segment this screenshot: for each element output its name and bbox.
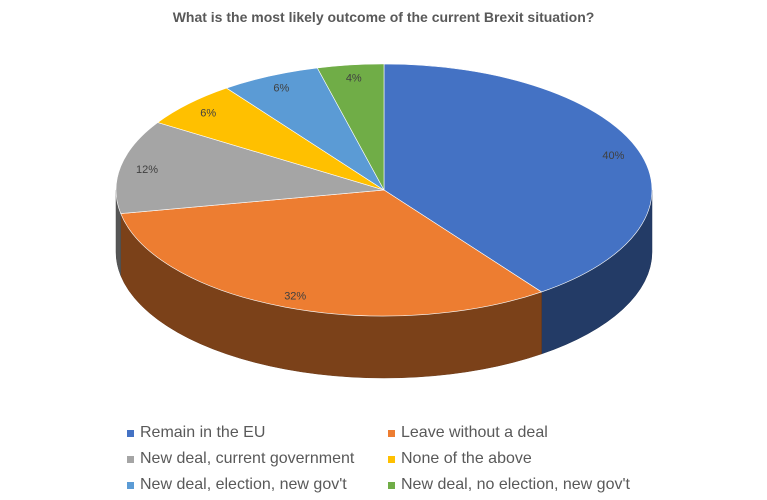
pie-data-label: 6% — [273, 82, 289, 94]
pie-data-labels: 40% 32% 12% 6% 6% 4% — [136, 72, 625, 302]
pie-data-label: 4% — [346, 72, 362, 84]
pie-top-faces — [115, 63, 653, 317]
pie-data-label: 40% — [602, 150, 624, 162]
pie-slice — [316, 63, 385, 191]
pie-data-label: 6% — [200, 107, 216, 119]
pie-slice — [383, 63, 653, 293]
pie-slice — [120, 189, 543, 317]
pie-slice — [115, 122, 385, 214]
pie-data-label: 12% — [136, 164, 158, 176]
chart-title: What is the most likely outcome of the c… — [172, 9, 595, 25]
pie-data-label: 32% — [284, 290, 306, 302]
